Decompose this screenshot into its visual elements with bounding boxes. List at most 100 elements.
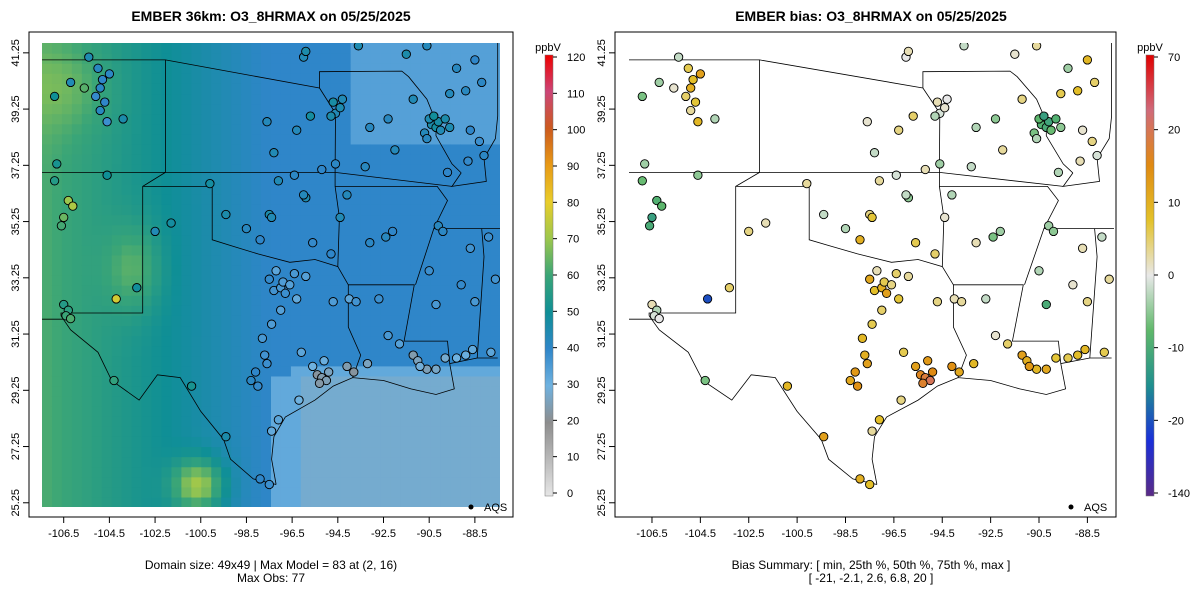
model-grid-cell [111, 244, 123, 256]
model-grid-cell [470, 305, 481, 316]
model-grid-cell [81, 476, 93, 488]
model-grid-cell [340, 174, 352, 185]
model-grid-cell [261, 133, 272, 145]
model-grid-cell [360, 53, 372, 64]
model-grid-cell [350, 335, 362, 347]
obs-monitor-marker [390, 145, 400, 155]
model-grid-cell [360, 385, 372, 397]
model-grid-cell [81, 295, 93, 306]
model-grid-cell [171, 204, 182, 216]
model-grid-cell [420, 234, 431, 246]
bias-monitor-marker [910, 361, 921, 372]
model-grid-cell [101, 204, 113, 216]
model-grid-cell [310, 174, 322, 185]
model-grid-cell [410, 456, 421, 468]
model-grid-cell [231, 93, 242, 105]
model-grid-cell [450, 204, 461, 216]
model-grid-cell [161, 486, 173, 498]
model-grid-cell [231, 264, 242, 276]
model-grid-cell [320, 416, 332, 427]
model-grid-cell [261, 406, 272, 417]
model-grid-cell [241, 446, 252, 458]
model-grid-cell [440, 496, 451, 507]
model-grid-cell [81, 264, 93, 276]
model-grid-cell [300, 73, 312, 84]
model-grid-cell [61, 174, 73, 185]
model-grid-cell [201, 133, 212, 145]
bias-monitor-marker [1039, 111, 1049, 121]
model-grid-cell [101, 83, 113, 95]
model-grid-cell [420, 164, 431, 175]
model-grid-cell [460, 194, 471, 205]
model-grid-cell [330, 194, 342, 205]
model-grid-cell [300, 375, 312, 387]
model-grid-cell [161, 325, 173, 337]
model-grid-cell [360, 295, 372, 306]
model-grid-cell [380, 496, 392, 507]
model-grid-cell [251, 164, 262, 175]
model-grid-cell [430, 63, 441, 74]
model-grid-cell [61, 133, 73, 145]
model-grid-cell [191, 325, 202, 337]
model-grid-cell [340, 113, 352, 125]
model-grid-cell [151, 486, 163, 498]
obs-monitor-marker [49, 91, 60, 102]
model-grid-cell [251, 285, 262, 296]
obs-monitor-marker [59, 212, 69, 223]
bias-monitor-marker [654, 77, 664, 88]
model-grid-cell [460, 164, 471, 175]
model-grid-cell [42, 385, 53, 397]
model-grid-cell [380, 264, 392, 276]
model-grid-cell [350, 224, 362, 236]
bias-monitor-marker [840, 223, 851, 234]
model-grid-cell [370, 184, 382, 195]
model-grid-cell [211, 93, 222, 105]
model-grid-cell [320, 103, 332, 115]
model-grid-cell [350, 385, 362, 397]
obs-monitor-marker [93, 63, 103, 73]
model-grid-cell [121, 184, 133, 195]
model-grid-cell [460, 204, 471, 216]
model-grid-cell [330, 73, 342, 84]
model-grid-cell [261, 486, 272, 498]
model-grid-cell [211, 375, 222, 387]
model-grid-cell [42, 406, 53, 417]
model-grid-cell [241, 264, 252, 276]
model-grid-cell [51, 496, 63, 507]
obs-monitor-marker [394, 339, 405, 349]
model-grid-cell [51, 234, 63, 246]
model-grid-cell [131, 466, 143, 478]
model-grid-cell [460, 143, 471, 155]
model-grid-cell [400, 43, 411, 54]
model-grid-cell [280, 375, 292, 387]
model-grid-cell [300, 476, 312, 488]
model-grid-cell [290, 43, 302, 54]
model-grid-cell [330, 123, 342, 135]
right-y-tick-label: 33.25 [596, 264, 608, 292]
model-grid-cell [121, 486, 133, 498]
model-grid-cell [211, 466, 222, 478]
model-grid-cell [201, 345, 212, 357]
model-grid-cell [490, 446, 500, 458]
model-grid-cell [470, 113, 481, 125]
model-grid-cell [161, 63, 173, 74]
model-grid-cell [211, 184, 222, 195]
model-grid-cell [280, 396, 292, 407]
model-grid-cell [201, 83, 212, 95]
model-grid-cell [340, 456, 352, 468]
model-grid-cell [231, 204, 242, 216]
model-grid-cell [470, 406, 481, 417]
obs-monitor-marker [292, 294, 302, 304]
bias-monitor-marker [673, 52, 684, 62]
model-grid-cell [430, 436, 441, 448]
model-grid-cell [410, 275, 421, 286]
model-grid-cell [171, 194, 182, 205]
obs-monitor-marker [285, 280, 295, 290]
obs-monitor-marker [467, 344, 478, 355]
bias-monitor-marker [852, 381, 863, 391]
model-grid-cell [310, 355, 322, 367]
model-grid-cell [450, 214, 461, 226]
model-grid-cell [390, 325, 402, 337]
model-grid-cell [241, 416, 252, 427]
model-grid-cell [470, 486, 481, 498]
